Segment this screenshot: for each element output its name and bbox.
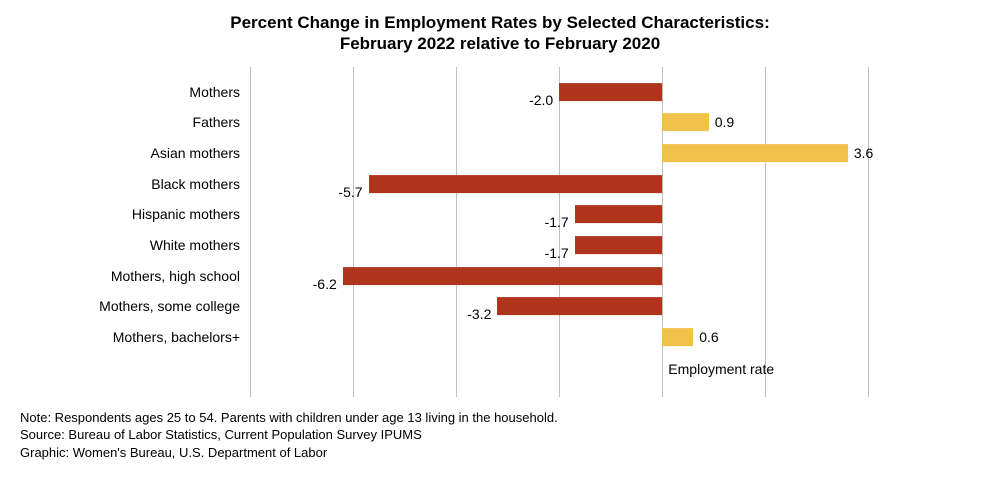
footnote-source: Source: Bureau of Labor Statistics, Curr… <box>20 426 1000 444</box>
bar-row: White mothers-1.7 <box>250 230 920 261</box>
bar <box>662 144 848 162</box>
bar <box>662 328 693 346</box>
bar <box>575 206 663 224</box>
value-label: -1.7 <box>545 214 569 230</box>
category-label: Mothers, high school <box>0 268 240 284</box>
bar <box>662 114 708 132</box>
chart-title-line2: February 2022 relative to February 2020 <box>340 34 660 53</box>
value-label: 0.6 <box>699 329 718 345</box>
value-label: 0.9 <box>715 114 734 130</box>
category-label: Mothers <box>0 84 240 100</box>
bar <box>575 236 663 254</box>
chart-footnotes: Note: Respondents ages 25 to 54. Parents… <box>20 409 1000 462</box>
category-label: White mothers <box>0 237 240 253</box>
category-label: Fathers <box>0 114 240 130</box>
category-label: Mothers, bachelors+ <box>0 329 240 345</box>
bar-row: Hispanic mothers-1.7 <box>250 199 920 230</box>
chart-plot-area: Mothers-2.0Fathers0.9Asian mothers3.6Bla… <box>250 67 920 397</box>
value-label: -2.0 <box>529 92 553 108</box>
value-label: -1.7 <box>545 245 569 261</box>
value-label: -5.7 <box>338 184 362 200</box>
value-label: -6.2 <box>313 276 337 292</box>
bar <box>343 267 663 285</box>
bar-row: Mothers, bachelors+0.6 <box>250 322 920 353</box>
category-label: Black mothers <box>0 176 240 192</box>
value-label: -3.2 <box>467 306 491 322</box>
chart-title-line1: Percent Change in Employment Rates by Se… <box>230 13 769 32</box>
footnote-graphic: Graphic: Women's Bureau, U.S. Department… <box>20 444 1000 462</box>
category-label: Asian mothers <box>0 145 240 161</box>
bar-row: Mothers, some college-3.2 <box>250 291 920 322</box>
bar-row: Black mothers-5.7 <box>250 169 920 200</box>
category-label: Hispanic mothers <box>0 206 240 222</box>
bar <box>497 298 662 316</box>
bar-row: Mothers-2.0 <box>250 77 920 108</box>
bar-row: Mothers, high school-6.2 <box>250 261 920 292</box>
bar <box>369 175 663 193</box>
value-label: 3.6 <box>854 145 873 161</box>
bar-row: Fathers0.9 <box>250 107 920 138</box>
category-label: Mothers, some college <box>0 298 240 314</box>
chart-title: Percent Change in Employment Rates by Se… <box>0 0 1000 55</box>
x-axis-label: Employment rate <box>668 361 920 377</box>
footnote-note: Note: Respondents ages 25 to 54. Parents… <box>20 409 1000 427</box>
bar-row: Asian mothers3.6 <box>250 138 920 169</box>
bar <box>559 83 662 101</box>
